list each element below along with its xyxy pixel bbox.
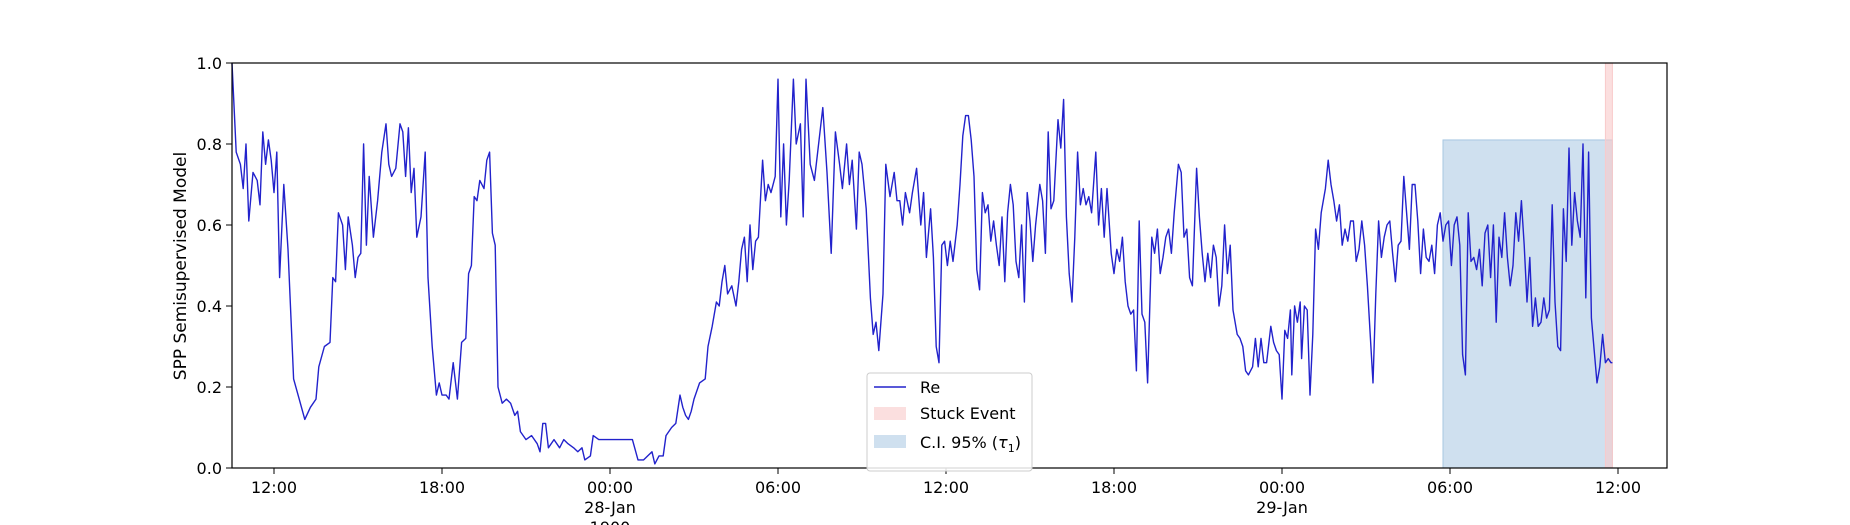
y-tick-label: 1.0	[197, 54, 222, 73]
x-tick-label: 06:00	[1427, 478, 1473, 497]
x-tick-label: 18:00	[1091, 478, 1137, 497]
ci-band	[1442, 139, 1613, 469]
x-tick-label: 12:00	[923, 478, 969, 497]
legend-re-label: Re	[920, 378, 940, 397]
x-tick-year-label: 1900	[590, 518, 631, 525]
series-re-line	[231, 62, 1613, 465]
y-tick-label: 0.4	[197, 297, 222, 316]
legend-stuck-label: Stuck Event	[920, 404, 1016, 423]
x-tick-date-label: 28-Jan	[584, 498, 636, 517]
y-tick-label: 0.6	[197, 216, 222, 235]
legend-stuck-swatch	[874, 407, 906, 420]
legend-frame	[866, 372, 1033, 472]
y-tick-label: 0.2	[197, 378, 222, 397]
x-tick-label: 00:00	[1259, 478, 1305, 497]
legend-ci-swatch	[874, 435, 906, 448]
y-axis-title: SPP Semisupervised Model	[171, 152, 191, 380]
stuck-event-band	[1604, 62, 1613, 469]
x-tick-date-label: 29-Jan	[1256, 498, 1308, 517]
x-tick-label: 12:00	[251, 478, 297, 497]
y-axis: 0.0 0.2 0.4 0.6 0.8 1.0	[197, 54, 232, 478]
x-tick-label: 06:00	[755, 478, 801, 497]
legend: Re Stuck Event C.I. 95% (τ1)	[866, 372, 1033, 472]
y-tick-label: 0.0	[197, 459, 222, 478]
x-tick-label: 12:00	[1595, 478, 1641, 497]
x-tick-label: 18:00	[419, 478, 465, 497]
legend-ci-label: C.I. 95% (τ1)	[920, 433, 1021, 455]
y-tick-label: 0.8	[197, 135, 222, 154]
x-tick-label: 00:00	[587, 478, 633, 497]
x-axis: 12:0018:0000:0028-Jan190006:0012:0018:00…	[251, 468, 1641, 525]
